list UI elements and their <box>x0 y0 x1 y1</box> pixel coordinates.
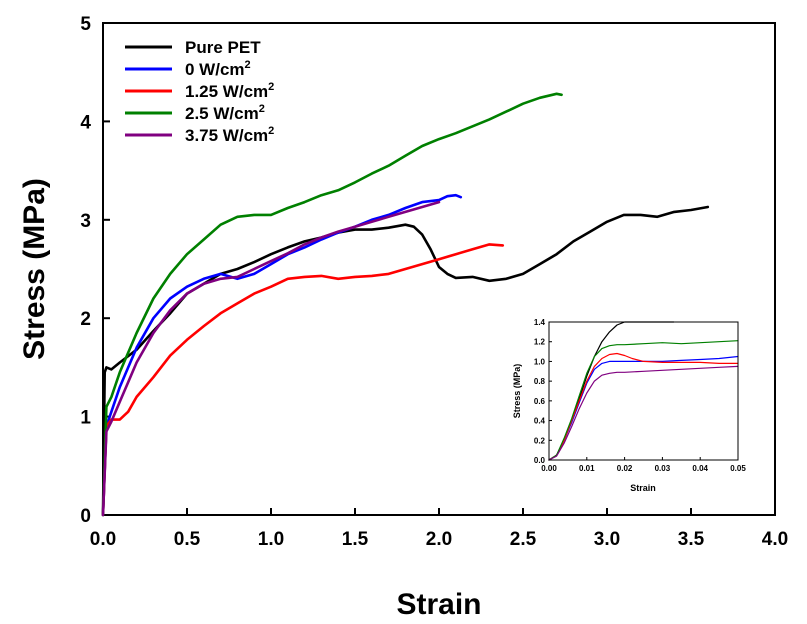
main-xtick-label: 2.0 <box>426 529 452 550</box>
inset-y-axis-title: Stress (MPa) <box>512 364 522 419</box>
legend-label-text: 0 W/cm <box>185 60 245 79</box>
main-series-line-0 <box>101 205 710 517</box>
main-ytick-label: 5 <box>80 14 91 35</box>
main-series-line-1 <box>101 193 463 517</box>
inset-xtick-label: 0.00 <box>541 464 557 473</box>
main-xtick-label: 0.0 <box>90 529 116 550</box>
legend-label-text: 1.25 W/cm <box>185 82 268 101</box>
inset-ytick-label: 0.4 <box>534 417 546 426</box>
main-xtick-label: 3.5 <box>678 529 705 550</box>
inset-plot: 0.00.20.40.60.81.01.21.4 0.00 0.01 0.02 0.0… <box>512 318 746 493</box>
legend-label-text: 2.5 W/cm <box>185 104 259 123</box>
main-ytick-label: 1 <box>80 408 91 429</box>
legend-label: Pure PET <box>185 38 261 57</box>
inset-tick-marks <box>548 321 739 461</box>
main-xtick-label: 3.0 <box>594 529 620 550</box>
legend-label-superscript: 2 <box>245 59 251 71</box>
inset-ytick-label: 1.4 <box>534 318 546 327</box>
legend-label: 3.75 W/cm2 <box>185 125 274 145</box>
main-xtick-label: 1.5 <box>342 529 369 550</box>
legend-label: 0 W/cm2 <box>185 59 251 79</box>
main-ytick-label: 2 <box>80 309 91 330</box>
inset-xtick-label: 0.05 <box>730 464 746 473</box>
y-axis-title: Stress (MPa) <box>18 178 51 360</box>
inset-xtick-label: 0.04 <box>692 464 708 473</box>
inset-ytick-label: 0.0 <box>534 456 546 465</box>
main-xtick-label: 0.5 <box>174 529 201 550</box>
legend-label-superscript: 2 <box>268 125 274 137</box>
inset-x-tick-labels: 0.00 0.01 0.02 0.03 0.04 0.05 <box>541 464 746 473</box>
inset-series-line-2 <box>548 352 739 461</box>
inset-plot-frame <box>548 321 739 461</box>
inset-y-tick-labels: 0.0 0.2 0.4 0.6 0.8 1.0 1.2 1.4 <box>534 318 546 465</box>
legend-label-superscript: 2 <box>268 81 274 93</box>
legend-label-text: 3.75 W/cm <box>185 126 268 145</box>
main-series-line-3 <box>101 92 563 517</box>
inset-xtick-label: 0.02 <box>617 464 633 473</box>
main-ytick-label: 3 <box>80 211 91 232</box>
legend-label: 1.25 W/cm2 <box>185 81 274 101</box>
inset-xtick-label: 0.03 <box>655 464 671 473</box>
main-ytick-label: 4 <box>80 112 91 133</box>
inset-x-axis-title: Strain <box>630 483 656 493</box>
inset-series-line-3 <box>548 340 739 461</box>
main-tick-marks <box>102 22 776 516</box>
main-xtick-label: 2.5 <box>510 529 537 550</box>
main-series-line-2 <box>101 243 505 517</box>
legend-label-text: Pure PET <box>185 38 261 57</box>
main-xtick-label: 1.0 <box>258 529 284 550</box>
inset-ytick-label: 0.8 <box>534 377 546 386</box>
inset-series-line-4 <box>548 365 739 461</box>
inset-ytick-label: 1.0 <box>534 357 546 366</box>
main-series-group <box>101 92 710 517</box>
main-y-tick-labels: 0 1 2 3 4 5 <box>80 14 91 527</box>
inset-xtick-label: 0.01 <box>579 464 595 473</box>
main-series-line-4 <box>101 200 441 517</box>
x-axis-title: Strain <box>396 588 481 621</box>
main-plot: 0 1 2 3 4 5 0.0 0.5 1.0 1.5 2.0 2.5 3.0 3.5 4.0 Strai… <box>18 14 788 621</box>
main-x-tick-labels: 0.0 0.5 1.0 1.5 2.0 2.5 3.0 3.5 4.0 <box>90 529 788 550</box>
inset-ytick-label: 1.2 <box>534 338 546 347</box>
inset-ytick-label: 0.6 <box>534 397 546 406</box>
main-xtick-label: 4.0 <box>762 529 788 550</box>
legend-label-superscript: 2 <box>259 103 265 115</box>
legend-label: 2.5 W/cm2 <box>185 103 265 123</box>
inset-ytick-label: 0.2 <box>534 436 546 445</box>
main-ytick-label: 0 <box>80 506 91 527</box>
